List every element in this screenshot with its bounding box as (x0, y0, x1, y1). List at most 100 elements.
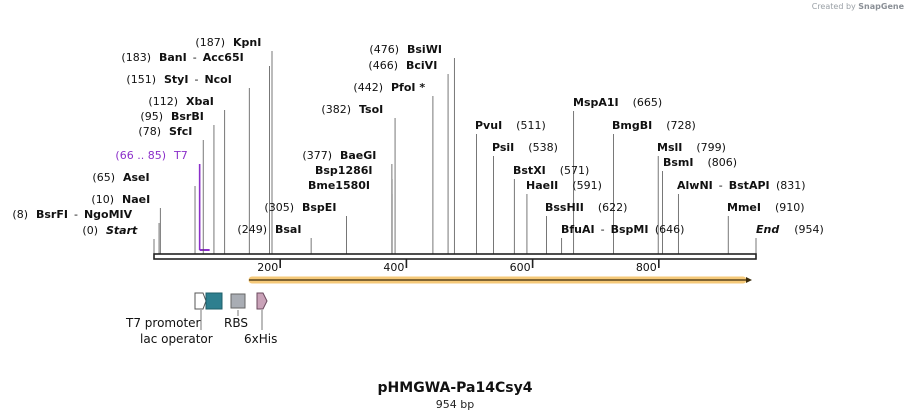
site-xbai[interactable]: XbaI (112) (148, 95, 213, 108)
site-name-asei: AseI (123, 171, 150, 184)
site-dash-styi: - (194, 73, 198, 86)
site-pos-mspa1i: (665) (633, 96, 663, 109)
site-pos-pvui: (511) (516, 119, 546, 132)
site-name-baegi: BaeGI (340, 149, 376, 162)
site-name-bani: BanI (159, 51, 187, 64)
site-name-bsrbi: BsrBI (171, 110, 204, 123)
feature-label-lac-operator: lac operator (140, 332, 213, 346)
ruler-label-600: 600 (510, 261, 531, 274)
site-pos-bsmi: (806) (708, 156, 738, 169)
site-pos-styi: (151) (126, 73, 156, 86)
feature-track: T7 promoter lac operator RBS 6xHis (125, 276, 752, 346)
site-bani[interactable]: BanI (183) - Acc65I (121, 51, 243, 64)
site-bsiwi[interactable]: BsiWI (476) (369, 43, 442, 56)
sequence-length: 954 bp (435, 398, 475, 411)
feature-label-t7-promoter: T7 promoter (125, 316, 201, 330)
site-bme1580i[interactable]: Bme1580I (308, 179, 370, 192)
site-pos-bsshii: (622) (598, 201, 628, 214)
site-name-mmei: MmeI (727, 201, 761, 214)
site-kpni[interactable]: KpnI (187) (195, 36, 261, 49)
site-pos-bsiwi: (476) (369, 43, 399, 56)
site-pvui[interactable]: PvuI (511) (475, 119, 546, 132)
site-bfuai[interactable]: BfuAI (646) - BspMI (561, 223, 684, 236)
site-pos-sfci: (78) (138, 125, 161, 138)
sequence-backbone (153, 253, 757, 260)
site-bsai[interactable]: BsaI (249) (237, 223, 301, 236)
site-mspa1i[interactable]: MspA1I (665) (573, 96, 662, 109)
site-pos-pfoi: (442) (353, 81, 383, 94)
feature-label-6xhis: 6xHis (244, 332, 277, 346)
site-bstxi[interactable]: BstXI (571) (513, 164, 589, 177)
site-psii[interactable]: PsiI (538) (492, 141, 558, 154)
site-name-psii: PsiI (492, 141, 514, 154)
cut-site-labels: Start(0) BsrFI(8) - NgoMIV NaeI(10) AseI(65) T… (12, 36, 823, 237)
feature-shape-rbs (230, 293, 246, 309)
site-bspei[interactable]: BspEI (305) (264, 201, 336, 214)
site-name-msli: MslI (657, 141, 682, 154)
ruler-label-800: 800 (636, 261, 657, 274)
site-alwni[interactable]: AlwNI (831) - BstAPI (677, 179, 806, 192)
site-name2-bfuai: BspMI (611, 223, 649, 236)
site-name-bsai: BsaI (275, 223, 301, 236)
site-name-t7: T7 (173, 149, 188, 162)
cut-site-lines (153, 51, 757, 254)
site-haeii[interactable]: HaeII (591) (526, 179, 602, 192)
site-name2-alwni: BstAPI (729, 179, 770, 192)
feature-t7-promoter[interactable] (194, 292, 207, 310)
site-name-pvui: PvuI (475, 119, 502, 132)
site-name-haeii: HaeII (526, 179, 558, 192)
site-bsmi[interactable]: BsmI (806) (663, 156, 737, 169)
site-pos-msli: (799) (696, 141, 726, 154)
feature-lac-operator[interactable] (205, 292, 223, 310)
site-asei[interactable]: AseI (65) (92, 171, 149, 184)
feature-label-rbs: RBS (224, 316, 248, 330)
site-tsoi[interactable]: TsoI (382) (321, 103, 383, 116)
site-pos-kpni: (187) (195, 36, 225, 49)
site-name-bsp1286i: Bsp1286I (315, 164, 373, 177)
site-mmei[interactable]: MmeI (910) (727, 201, 805, 214)
site-pos-bsai: (249) (237, 223, 267, 236)
site-pos-bfuai: (646) (655, 223, 685, 236)
site-dash-bsrfi: - (74, 208, 78, 221)
site-bsshii[interactable]: BssHII (622) (545, 201, 627, 214)
site-name-bmgbi: BmgBI (612, 119, 652, 132)
site-name-bsiwi: BsiWI (407, 43, 442, 56)
ruler-label-400: 400 (383, 261, 404, 274)
site-name-naei: NaeI (122, 193, 150, 206)
site-name2-styi: NcoI (204, 73, 231, 86)
site-pos-bsrbi: (95) (140, 110, 163, 123)
site-pos-start: (0) (82, 224, 98, 237)
site-pfoi[interactable]: PfoI * (442) (353, 81, 425, 94)
site-styi[interactable]: StyI (151) - NcoI (126, 73, 231, 86)
site-pos-end: (954) (794, 223, 824, 236)
site-bsrbi[interactable]: BsrBI (95) (140, 110, 203, 123)
site-name-xbai: XbaI (186, 95, 214, 108)
site-t7[interactable]: T7 (66 .. 85) (115, 149, 187, 162)
site-naei[interactable]: NaeI (10) (91, 193, 150, 206)
site-name-tsoi: TsoI (359, 103, 383, 116)
cds-arrowhead (746, 277, 752, 283)
site-name-bsmi: BsmI (663, 156, 694, 169)
site-bmgbi[interactable]: BmgBI (728) (612, 119, 696, 132)
site-name-mspa1i: MspA1I (573, 96, 619, 109)
site-name-bsshii: BssHII (545, 201, 584, 214)
site-baegi[interactable]: BaeGI (377) (302, 149, 376, 162)
site-bsrfi[interactable]: BsrFI (8) - NgoMIV (12, 208, 132, 221)
site-name-end: End (756, 223, 779, 236)
feature-rbs[interactable] (230, 293, 246, 309)
site-start[interactable]: Start (0) (82, 224, 138, 237)
site-dash-bani: - (193, 51, 197, 64)
site-end[interactable]: End (954) (756, 223, 824, 236)
site-bcivi[interactable]: BciVI (466) (368, 59, 437, 72)
position-ruler: 200 400 600 800 (257, 259, 660, 274)
feature-6xhis[interactable] (256, 292, 268, 310)
site-bsp1286i[interactable]: Bsp1286I (315, 164, 373, 177)
site-name-bcivi: BciVI (406, 59, 437, 72)
site-sfci[interactable]: SfcI (78) (138, 125, 192, 138)
site-name2-bani: Acc65I (203, 51, 244, 64)
site-name-styi: StyI (164, 73, 188, 86)
site-name-bsrfi: BsrFI (36, 208, 68, 221)
site-msli[interactable]: MslI (799) (657, 141, 726, 154)
site-dash-bfuai: - (601, 223, 605, 236)
